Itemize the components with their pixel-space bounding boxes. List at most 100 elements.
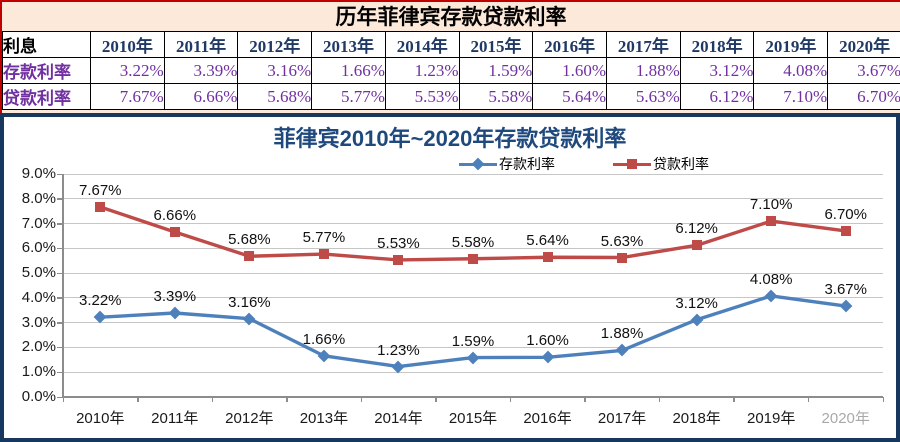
- table-value-cell[interactable]: 6.66%: [163, 83, 239, 110]
- gridline: [63, 198, 883, 200]
- data-point-marker: [766, 216, 777, 227]
- table-value-cell[interactable]: 5.53%: [384, 83, 460, 110]
- table-year-header[interactable]: 2020年: [827, 31, 900, 58]
- table-row-label[interactable]: 贷款利率: [2, 83, 91, 110]
- x-axis-tick: [435, 397, 437, 402]
- table-value-cell[interactable]: 4.08%: [753, 57, 829, 84]
- table-year-header[interactable]: 2019年: [753, 31, 829, 58]
- table-value-cell[interactable]: 5.63%: [606, 83, 681, 110]
- legend-item-贷款利率: 贷款利率: [613, 154, 709, 174]
- y-axis-label: 7.0%: [21, 214, 56, 232]
- table-value-cell[interactable]: 7.67%: [90, 83, 165, 110]
- x-axis-label: 2013年: [299, 410, 349, 427]
- table-value-cell[interactable]: 1.66%: [311, 57, 386, 84]
- y-axis-label: 0.0%: [21, 388, 56, 405]
- x-axis-tick: [882, 397, 884, 402]
- data-label: 1.59%: [451, 332, 495, 350]
- table-corner-cell[interactable]: 利息: [2, 31, 91, 58]
- table-value-cell[interactable]: 7.10%: [753, 83, 829, 110]
- table-value-cell[interactable]: 3.12%: [679, 57, 755, 84]
- y-axis-label: 4.0%: [21, 288, 56, 306]
- table-value-cell[interactable]: 5.68%: [237, 83, 313, 110]
- y-axis-label: 3.0%: [21, 313, 56, 331]
- gridline: [63, 272, 883, 274]
- table-value-cell[interactable]: 1.23%: [384, 57, 460, 84]
- table-row-label[interactable]: 存款利率: [2, 57, 91, 84]
- table-year-header[interactable]: 2012年: [237, 31, 313, 58]
- y-axis-label: 5.0%: [21, 264, 56, 282]
- x-axis-label: 2014年: [374, 410, 423, 427]
- chart-panel: 菲律宾2010年~2020年存款贷款利率 存款利率 贷款利率 2010年 2011年…: [0, 113, 900, 442]
- table-value-cell[interactable]: 5.58%: [458, 83, 534, 110]
- x-axis-label: 2012年: [225, 410, 274, 427]
- table-year-header[interactable]: 2018年: [679, 31, 755, 58]
- table-year-header[interactable]: 2013年: [311, 31, 386, 58]
- table-value-cell[interactable]: 3.39%: [163, 57, 239, 84]
- y-axis-line: [62, 174, 64, 397]
- y-axis-tick: [57, 223, 63, 225]
- data-point-marker: [542, 252, 553, 263]
- data-point-marker: [617, 252, 628, 263]
- table-value-cell[interactable]: 1.60%: [532, 57, 608, 84]
- y-axis-tick: [57, 198, 63, 200]
- x-axis-tick: [286, 397, 288, 402]
- table-value-cell[interactable]: 3.22%: [90, 57, 165, 84]
- data-label: 3.67%: [824, 281, 867, 299]
- legend-label: 贷款利率: [653, 156, 709, 172]
- data-label: 3.39%: [153, 288, 197, 305]
- data-point-marker: [95, 201, 106, 212]
- x-axis-line: [63, 396, 883, 398]
- y-axis-tick: [57, 173, 63, 175]
- table-year-header[interactable]: 2016年: [532, 31, 608, 58]
- table-value-cell[interactable]: 5.64%: [532, 83, 608, 110]
- x-axis-label: 2016年: [523, 410, 572, 427]
- data-point-marker: [318, 249, 329, 260]
- x-axis-label: 2015年: [448, 410, 498, 427]
- table-value-cell[interactable]: 3.16%: [237, 57, 313, 84]
- x-axis-tick: [137, 397, 139, 402]
- gridline: [63, 346, 883, 348]
- table-value-cell[interactable]: 6.70%: [827, 83, 900, 110]
- x-axis-tick: [733, 397, 735, 402]
- table-year-header[interactable]: 2014年: [384, 31, 460, 58]
- data-label: 5.68%: [228, 231, 271, 249]
- x-axis-tick: [584, 397, 586, 402]
- table-row: 存款利率 3.22% 3.39% 3.16% 1.66% 1.23% 1.59% 1.60% 1…: [2, 57, 900, 84]
- table-value-cell[interactable]: 6.12%: [679, 83, 755, 110]
- plot-area: 2010年 2011年 2012年 2013年 2014年 2015年 2016年 2017年…: [62, 173, 884, 427]
- data-label: 6.70%: [824, 205, 867, 223]
- gridline: [63, 173, 883, 175]
- x-axis-label: 2017年: [597, 410, 647, 427]
- data-label: 3.12%: [675, 294, 718, 312]
- gridline: [63, 322, 883, 324]
- gridline: [63, 223, 883, 225]
- table-year-header[interactable]: 2015年: [458, 31, 534, 58]
- data-label: 6.66%: [153, 206, 197, 224]
- table-year-header[interactable]: 2017年: [606, 31, 681, 58]
- rates-table-section: 历年菲律宾存款贷款利率 利息 2010年 2011年 2012年 2013年 2014年 2…: [0, 0, 900, 113]
- x-axis-label: 2010年: [76, 410, 125, 427]
- y-axis-tick: [57, 322, 63, 324]
- y-axis-tick: [57, 346, 63, 349]
- x-axis-label: 2011年: [151, 410, 199, 427]
- table-year-header[interactable]: 2010年: [90, 31, 165, 58]
- x-axis-tick: [658, 397, 661, 402]
- table-value-cell[interactable]: 3.67%: [827, 57, 900, 84]
- table-year-header[interactable]: 2011年: [163, 31, 239, 58]
- rates-table: 利息 2010年 2011年 2012年 2013年 2014年 2015年 2016年 201…: [2, 31, 900, 110]
- y-axis-label: 8.0%: [21, 189, 56, 207]
- y-axis-tick: [57, 371, 63, 374]
- chart-title: 菲律宾2010年~2020年存款贷款利率: [273, 126, 627, 151]
- x-axis-tick: [807, 397, 810, 402]
- legend-marker-icon: [627, 159, 637, 169]
- x-axis-label: 2019年: [746, 410, 796, 427]
- table-value-cell[interactable]: 1.59%: [458, 57, 534, 84]
- table-value-cell[interactable]: 1.88%: [606, 57, 681, 84]
- y-axis-tick: [57, 247, 63, 250]
- data-label: 5.58%: [451, 233, 495, 251]
- y-axis-tick: [57, 272, 63, 275]
- data-label: 1.66%: [302, 330, 346, 348]
- sheet-title: 历年菲律宾存款贷款利率: [335, 5, 567, 29]
- gridline: [63, 247, 883, 249]
- table-value-cell[interactable]: 5.77%: [311, 83, 386, 110]
